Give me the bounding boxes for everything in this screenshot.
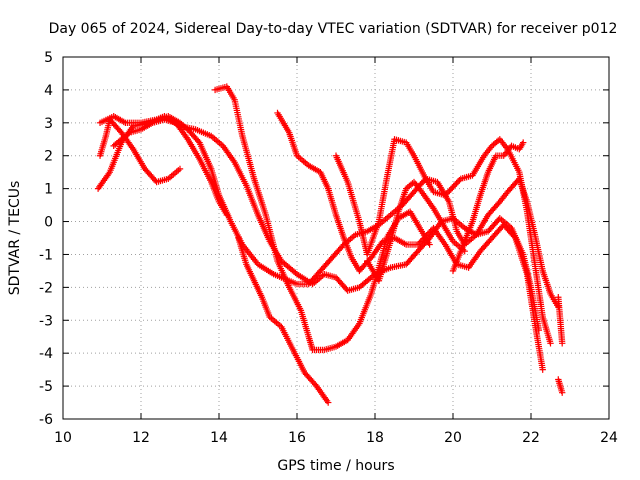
y-axis-label: SDTVAR / TECUs [7, 181, 23, 296]
plot-frame [62, 56, 610, 420]
y-tick-label: -4 [39, 346, 53, 362]
data-point [424, 230, 432, 238]
data-point [176, 165, 184, 173]
series-track-2 [96, 116, 184, 186]
data-point [446, 187, 453, 194]
x-tick-label: 24 [600, 430, 618, 446]
data-point [449, 184, 456, 191]
x-tick-label: 20 [444, 430, 462, 446]
y-tick-label: 4 [44, 83, 53, 99]
data-point [450, 183, 457, 190]
series-track-6 [235, 234, 332, 406]
x-tick-label: 16 [288, 430, 306, 446]
data-point [456, 177, 463, 184]
series-track-9 [364, 178, 468, 284]
data-point [325, 399, 332, 406]
y-tick-label: -2 [39, 280, 53, 296]
grid [63, 57, 609, 419]
data-point [414, 241, 422, 248]
data-point [510, 233, 518, 240]
series-track-11 [555, 294, 566, 347]
data-point [559, 340, 566, 347]
chart-title: Day 065 of 2024, Sidereal Day-to-day VTE… [49, 21, 618, 37]
series-track-1 [94, 113, 542, 334]
data-point [547, 340, 554, 347]
x-tick-label: 14 [210, 430, 228, 446]
y-tick-label: 2 [44, 149, 53, 165]
y-tick-label: 1 [44, 182, 53, 198]
y-tick-label: 3 [44, 116, 53, 132]
data-point [423, 232, 430, 239]
data-point [416, 239, 423, 247]
data-point [444, 189, 452, 196]
data-point [451, 181, 459, 188]
data-point [453, 180, 460, 187]
y-tick-label: 5 [44, 50, 53, 66]
y-tick-label: 0 [44, 215, 53, 231]
data-point [426, 241, 433, 248]
x-axis-label: GPS time / hours [277, 458, 394, 474]
data-point [417, 238, 424, 245]
data-point [454, 178, 462, 185]
data-point [223, 211, 230, 219]
x-axis-ticks: 10 12 14 16 18 20 22 24 [54, 57, 618, 446]
data-point [443, 190, 450, 197]
x-tick-label: 10 [54, 430, 72, 446]
series-track-12 [555, 376, 566, 396]
y-tick-label: -3 [39, 313, 53, 329]
y-tick-label: -6 [39, 412, 53, 428]
series-track-4 [110, 116, 230, 219]
series-track-3 [96, 113, 562, 311]
y-tick-label: -5 [39, 379, 53, 395]
y-tick-label: -1 [39, 247, 53, 263]
x-tick-label: 12 [132, 430, 150, 446]
data-point [559, 389, 566, 396]
y-axis-ticks: -6 -5 -4 -3 -2 -1 0 1 2 3 4 5 [39, 50, 609, 428]
data-point [520, 139, 527, 146]
data-point [418, 236, 426, 244]
data-point [195, 137, 202, 145]
data-point [420, 235, 427, 242]
data-point [426, 229, 433, 236]
x-tick-label: 18 [366, 430, 384, 446]
series-track-8 [332, 136, 554, 347]
series-track-5 [211, 83, 433, 354]
x-tick-label: 22 [522, 430, 540, 446]
plot-marks [94, 83, 566, 406]
data-point [447, 186, 455, 193]
series-track-10 [449, 139, 527, 275]
data-point [539, 366, 546, 373]
data-point [442, 192, 449, 199]
data-point [421, 233, 429, 241]
